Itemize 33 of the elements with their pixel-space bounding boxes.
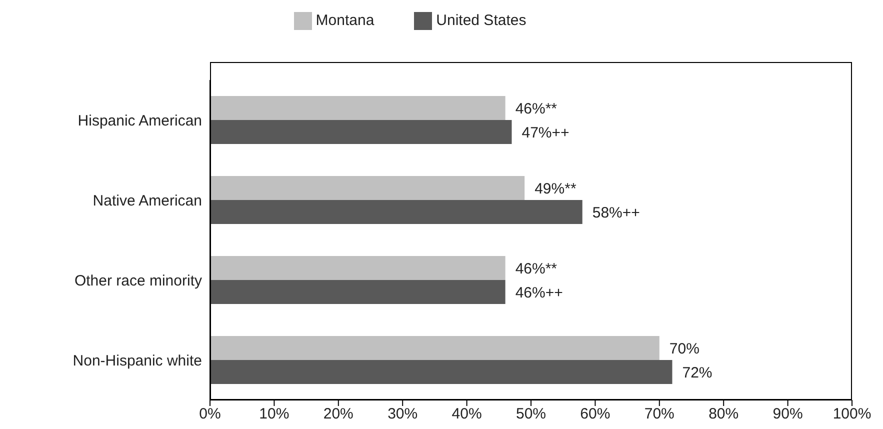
x-tick-label: 100% [832, 406, 872, 423]
x-tick-label: 20% [323, 406, 354, 423]
x-tick-label: 80% [708, 406, 739, 423]
data-label: 46%** [515, 100, 558, 118]
data-label: 46%++ [515, 284, 564, 302]
data-label: 46%** [515, 260, 558, 278]
x-tick-label: 70% [644, 406, 674, 423]
legend-label: United States [436, 12, 526, 29]
data-label: 58%++ [592, 204, 640, 222]
data-label: 47%++ [522, 124, 570, 142]
x-tick-label: 90% [772, 406, 803, 423]
bar [210, 96, 506, 120]
bar [210, 280, 506, 304]
bar [210, 200, 582, 224]
data-label: 72% [682, 364, 712, 382]
x-tick-label: 10% [259, 406, 290, 423]
legend-label: Montana [316, 12, 374, 29]
x-tick-label: 60% [580, 406, 610, 423]
x-tick-label: 30% [388, 406, 418, 423]
y-tick-label: Other race minority [74, 272, 202, 290]
bar [210, 176, 525, 200]
y-tick-label: Non-Hispanic white [72, 352, 202, 370]
bar [210, 360, 672, 384]
x-tick-label: 40% [452, 406, 482, 423]
bar [210, 120, 512, 144]
bar [210, 336, 660, 360]
x-tick-label: 0% [199, 406, 221, 423]
y-tick-label: Native American [92, 192, 202, 210]
y-tick-label: Hispanic American [78, 112, 202, 130]
data-label: 70% [669, 340, 700, 358]
bar [210, 256, 506, 280]
x-tick-label: 50% [516, 406, 546, 423]
data-label: 49%** [534, 180, 576, 198]
